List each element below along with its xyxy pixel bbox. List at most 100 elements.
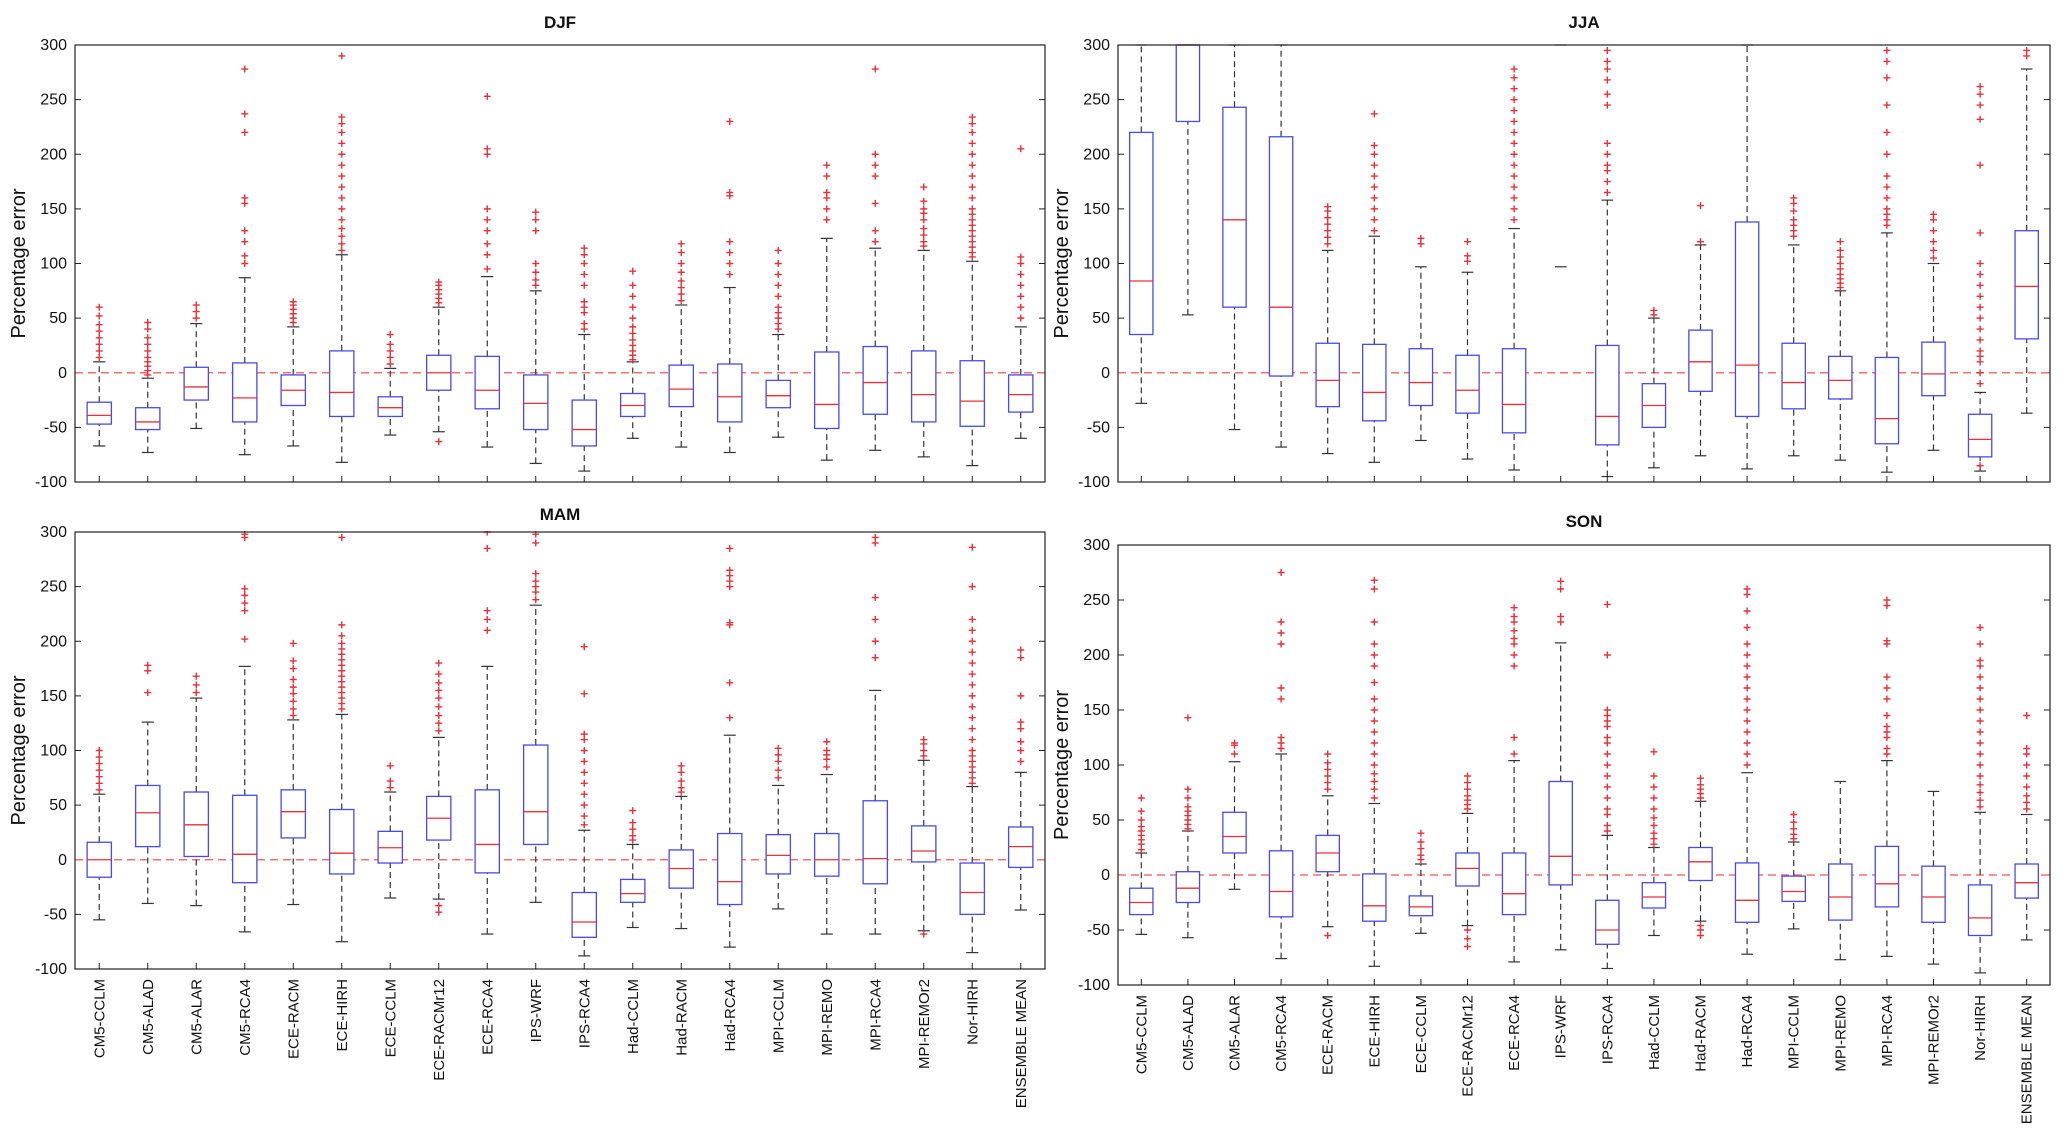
outlier-marker bbox=[1883, 46, 1891, 54]
outlier-marker bbox=[95, 327, 103, 335]
outlier-marker bbox=[677, 277, 685, 285]
outlier-marker bbox=[532, 227, 540, 235]
y-tick-label: 50 bbox=[49, 310, 67, 327]
outlier-marker bbox=[968, 113, 976, 121]
x-tick-label: ECE-RACM bbox=[285, 979, 302, 1059]
outlier-marker bbox=[1976, 684, 1984, 692]
outlier-marker bbox=[532, 216, 540, 224]
outlier-marker bbox=[1743, 761, 1751, 769]
outlier-marker bbox=[920, 231, 928, 239]
outlier-marker bbox=[1603, 139, 1611, 147]
x-tick-label: ENSEMBLE MEAN bbox=[2019, 995, 2036, 1124]
y-tick-label: 100 bbox=[1083, 256, 1110, 273]
outlier-marker bbox=[774, 270, 782, 278]
outlier-marker bbox=[1743, 585, 1751, 593]
plot-area bbox=[75, 531, 1045, 957]
outlier-marker bbox=[1883, 712, 1891, 719]
x-tick-label: ECE-RACMr12 bbox=[1460, 995, 1477, 1097]
outlier-marker bbox=[1510, 107, 1518, 115]
iqr-box bbox=[1129, 131, 1154, 336]
outlier-marker bbox=[1017, 145, 1025, 153]
outlier-marker bbox=[1017, 757, 1025, 765]
outlier-marker bbox=[1976, 325, 1984, 333]
y-axis-label: Percentage error bbox=[1051, 188, 1073, 338]
x-tick-label: ECE-RCA4 bbox=[1506, 995, 1523, 1071]
outlier-marker bbox=[95, 334, 103, 342]
box-had-racm bbox=[1688, 202, 1713, 457]
outlier-marker bbox=[1883, 101, 1891, 109]
outlier-marker bbox=[1790, 818, 1798, 826]
x-tick-label: MPI-RCA4 bbox=[867, 979, 884, 1051]
outlier-marker bbox=[677, 260, 685, 267]
iqr-box bbox=[1921, 341, 1946, 397]
outlier-marker bbox=[968, 637, 976, 645]
x-tick-label: MPI-REMO bbox=[1832, 995, 1849, 1072]
outlier-marker bbox=[823, 738, 831, 746]
outlier-marker bbox=[726, 270, 734, 278]
outlier-marker bbox=[1603, 761, 1611, 769]
box-ece-hirh bbox=[328, 533, 355, 943]
panel-djf: DJF Percentage error -100 -50 0 50 100 150 200 25… bbox=[8, 13, 1046, 491]
outlier-marker bbox=[1370, 227, 1378, 235]
outlier-marker bbox=[1370, 770, 1378, 778]
outlier-marker bbox=[435, 703, 443, 711]
outlier-marker bbox=[968, 161, 976, 169]
y-tick-label: -50 bbox=[44, 906, 67, 923]
outlier-marker bbox=[1370, 161, 1378, 169]
outlier-marker bbox=[968, 120, 976, 128]
box-cm5-alad bbox=[134, 318, 161, 454]
box-ece-cclm bbox=[1408, 234, 1434, 442]
outlier-marker bbox=[1510, 750, 1518, 758]
y-tick-label: 100 bbox=[1083, 757, 1110, 774]
outlier-marker bbox=[1650, 748, 1658, 756]
box-cm5-alad bbox=[1175, 714, 1201, 939]
x-tick-label: MPI-CCLM bbox=[770, 979, 787, 1053]
outlier-marker bbox=[1370, 679, 1378, 686]
outlier-marker bbox=[968, 583, 976, 591]
outlier-marker bbox=[1324, 203, 1332, 211]
box-mpi-remor2 bbox=[1921, 210, 1946, 451]
outlier-marker bbox=[1017, 692, 1025, 700]
iqr-box bbox=[1408, 895, 1434, 917]
axes-frame bbox=[74, 44, 1046, 483]
outlier-marker bbox=[774, 751, 782, 759]
box-had-cclm bbox=[619, 267, 646, 439]
iqr-box bbox=[910, 825, 937, 863]
outlier-marker bbox=[920, 197, 928, 205]
outlier-marker bbox=[726, 679, 734, 687]
outlier-marker bbox=[289, 705, 297, 713]
outlier-marker bbox=[1976, 728, 1984, 736]
outlier-marker bbox=[871, 172, 879, 180]
outlier-marker bbox=[920, 747, 928, 754]
outlier-marker bbox=[1137, 794, 1145, 802]
outlier-marker bbox=[1743, 662, 1751, 670]
outlier-marker bbox=[1510, 662, 1518, 670]
outlier-marker bbox=[1510, 194, 1518, 202]
box-mpi-remo bbox=[1828, 238, 1853, 461]
x-tick-label: Had-RCA4 bbox=[1739, 995, 1756, 1068]
outlier-marker bbox=[1883, 684, 1891, 692]
outlier-marker bbox=[1510, 635, 1518, 642]
outlier-marker bbox=[1976, 695, 1984, 703]
y-tick-label: -100 bbox=[35, 961, 67, 978]
iqr-box bbox=[1315, 342, 1341, 408]
outlier-marker bbox=[774, 774, 782, 782]
outlier-marker bbox=[677, 249, 685, 257]
outlier-marker bbox=[435, 727, 443, 735]
outlier-marker bbox=[1510, 604, 1518, 612]
x-tick-label: IPS-RCA4 bbox=[1599, 995, 1616, 1064]
outlier-marker bbox=[1510, 128, 1518, 136]
outlier-marker bbox=[1370, 172, 1378, 180]
iqr-box bbox=[862, 345, 889, 415]
outlier-marker bbox=[95, 303, 103, 311]
box-ips-wrf bbox=[1548, 577, 1574, 951]
iqr-box bbox=[862, 800, 889, 885]
outlier-marker bbox=[1976, 281, 1984, 289]
outlier-marker bbox=[1464, 779, 1471, 787]
box-ips-rca4 bbox=[1595, 600, 1620, 970]
outlier-marker bbox=[1743, 624, 1751, 631]
outlier-marker bbox=[1017, 292, 1025, 300]
y-tick-label: 250 bbox=[1083, 92, 1110, 109]
box-ece-racm bbox=[280, 298, 307, 447]
outlier-marker bbox=[774, 292, 782, 300]
